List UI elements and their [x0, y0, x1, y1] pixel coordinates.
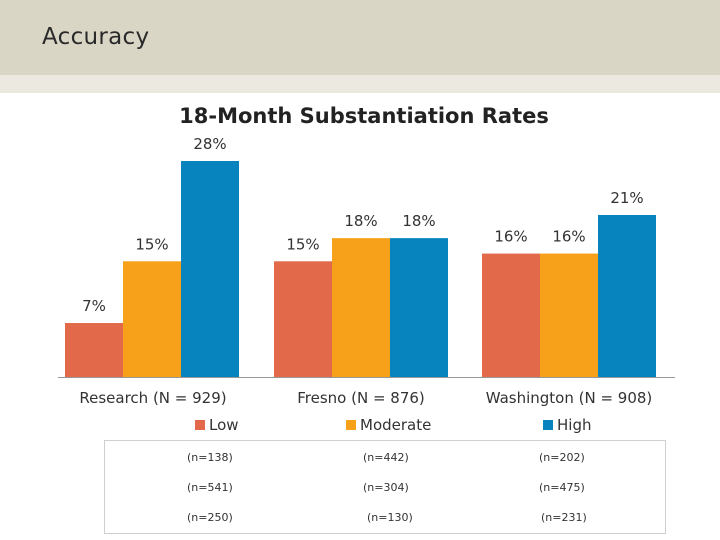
- data-label: 15%: [135, 235, 168, 253]
- counts-row: (n=541) (n=304) (n=475): [105, 473, 665, 503]
- count-cell: (n=250): [187, 511, 233, 524]
- data-label: 15%: [286, 235, 319, 253]
- bar-low-1: [274, 261, 332, 377]
- count-cell: (n=138): [187, 451, 233, 464]
- legend-swatch-moderate: [346, 420, 356, 430]
- legend-label-low: Low: [209, 416, 239, 434]
- category-label: Fresno (N = 876): [297, 389, 425, 407]
- counts-row: (n=138) (n=442) (n=202): [105, 443, 665, 473]
- data-label: 16%: [552, 228, 585, 246]
- legend: Low Moderate High: [0, 416, 720, 438]
- bar-moderate-1: [332, 238, 390, 377]
- legend-label-moderate: Moderate: [360, 416, 432, 434]
- legend-label-high: High: [557, 416, 592, 434]
- bar-high-1: [390, 238, 448, 377]
- legend-swatch-low: [195, 420, 205, 430]
- count-cell: (n=304): [363, 481, 409, 494]
- legend-item-low: Low: [195, 416, 239, 434]
- count-cell: (n=202): [539, 451, 585, 464]
- counts-row: (n=250) (n=130) (n=231): [105, 503, 665, 533]
- bar-low-0: [65, 323, 123, 377]
- count-cell: (n=541): [187, 481, 233, 494]
- legend-item-moderate: Moderate: [346, 416, 431, 434]
- count-cell: (n=130): [367, 511, 413, 524]
- legend-item-high: High: [543, 416, 591, 434]
- data-label: 21%: [610, 189, 643, 207]
- data-label: 18%: [344, 212, 377, 230]
- counts-table: (n=138) (n=442) (n=202) (n=541) (n=304) …: [104, 440, 666, 534]
- category-label: Research (N = 929): [79, 389, 226, 407]
- category-label: Washington (N = 908): [486, 389, 653, 407]
- data-label: 16%: [494, 228, 527, 246]
- bar-high-0: [181, 161, 239, 377]
- bar-moderate-2: [540, 253, 598, 377]
- header-band: [0, 0, 720, 75]
- count-cell: (n=231): [541, 511, 587, 524]
- bar-moderate-0: [123, 261, 181, 377]
- data-label: 28%: [193, 135, 226, 153]
- data-label: 18%: [402, 212, 435, 230]
- count-cell: (n=475): [539, 481, 585, 494]
- chart-title: 18-Month Substantiation Rates: [179, 104, 549, 128]
- data-label: 7%: [82, 297, 106, 315]
- count-cell: (n=442): [363, 451, 409, 464]
- bar-low-2: [482, 253, 540, 377]
- slide-title: Accuracy: [42, 24, 150, 50]
- header-strip: [0, 75, 720, 93]
- legend-swatch-high: [543, 420, 553, 430]
- bar-high-2: [598, 215, 656, 377]
